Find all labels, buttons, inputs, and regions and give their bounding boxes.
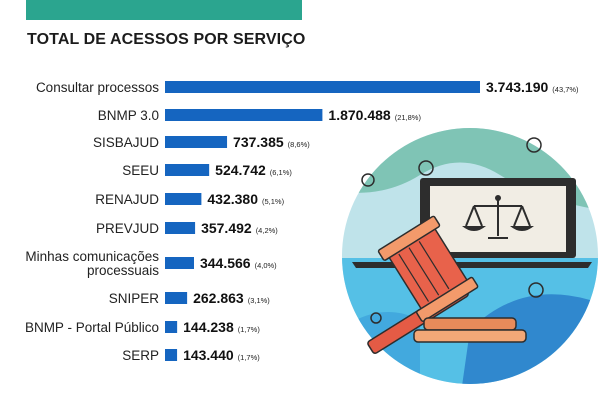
percent-label: (43,7%): [552, 85, 579, 94]
gavel-icon: [367, 215, 479, 354]
value-label: 143.440: [183, 347, 234, 363]
category-label: RENAJUD: [95, 192, 159, 207]
category-label: Minhas comunicações: [25, 249, 159, 264]
percent-label: (1,7%): [238, 325, 261, 334]
value-label: 344.566: [200, 255, 251, 271]
bar: [165, 109, 323, 121]
chart-title: TOTAL DE ACESSOS POR SERVIÇO: [27, 31, 306, 48]
value-label: 1.870.488: [328, 107, 390, 123]
category-label: Consultar processos: [36, 80, 159, 95]
percent-label: (4,2%): [256, 226, 279, 235]
bar: [165, 321, 178, 333]
percent-label: (6,1%): [270, 168, 293, 177]
value-label: 357.492: [201, 220, 252, 236]
bar: [165, 222, 196, 234]
percent-label: (3,1%): [248, 296, 271, 305]
category-label: processuais: [87, 263, 159, 278]
value-label: 144.238: [183, 319, 234, 335]
percent-label: (4,0%): [255, 261, 278, 270]
bar: [165, 292, 188, 304]
category-label: SNIPER: [109, 291, 160, 306]
category-label: SEEU: [122, 163, 159, 178]
value-label: 432.380: [207, 191, 258, 207]
bar: [165, 257, 194, 269]
category-label: BNMP - Portal Público: [25, 320, 159, 335]
value-label: 737.385: [233, 134, 284, 150]
bar: [165, 81, 480, 93]
category-label: SISBAJUD: [93, 135, 159, 150]
scale-icon: [465, 200, 531, 239]
percent-label: (1,7%): [238, 353, 261, 362]
category-label: SERP: [122, 348, 159, 363]
bar: [165, 164, 210, 176]
percent-label: (5,1%): [262, 197, 285, 206]
value-label: 262.863: [193, 290, 244, 306]
value-label: 3.743.190: [486, 79, 548, 95]
percent-label: (8,6%): [288, 140, 311, 149]
bar: [165, 349, 178, 361]
percent-label: (21,8%): [395, 113, 422, 122]
value-label: 524.742: [215, 162, 266, 178]
bar: [165, 193, 202, 205]
top-accent-band: [26, 0, 302, 20]
bar: [165, 136, 228, 148]
category-label: BNMP 3.0: [98, 108, 159, 123]
category-label: PREVJUD: [96, 221, 159, 236]
